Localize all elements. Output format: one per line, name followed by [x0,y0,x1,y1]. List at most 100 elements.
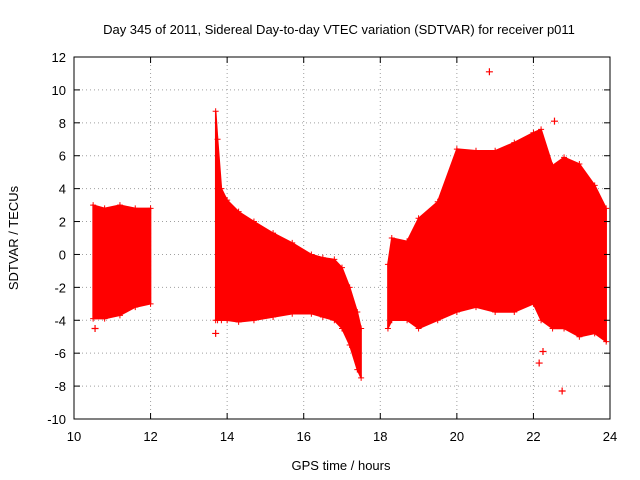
data-point [384,325,391,332]
data-point [250,317,257,324]
y-tick-label: -2 [54,280,66,295]
data-band [387,128,607,344]
data-point [346,341,353,348]
outlier-point [91,325,99,332]
data-point [101,205,108,212]
data-point [116,312,123,319]
data-point [591,330,598,337]
data-point [250,218,257,225]
data-point [404,238,411,245]
y-tick-label: 6 [59,149,66,164]
x-tick-label: 18 [373,429,387,444]
data-point [473,304,479,311]
x-axis-label: GPS time / hours [292,458,391,473]
data-point [358,325,365,332]
y-tick-label: -8 [54,379,66,394]
data-point [434,198,441,205]
outlier-point [558,387,566,395]
data-point [212,108,219,115]
data-bands [90,108,610,381]
data-point [308,310,315,317]
x-tick-label: 14 [220,429,234,444]
chart-title: Day 345 of 2011, Sidereal Day-to-day VTE… [103,22,575,37]
data-point [224,197,231,204]
data-point [308,251,315,258]
data-point [235,318,242,325]
x-tick-label: 10 [67,429,81,444]
data-point [224,317,231,324]
data-point [339,264,345,271]
data-point [576,333,583,340]
data-point [591,182,598,189]
outlier-point [539,348,547,356]
data-outliers [91,68,566,395]
data-point [415,215,422,222]
data-band [92,204,152,320]
data-point [603,338,610,345]
y-tick-label: 2 [59,215,66,230]
data-point [147,300,154,307]
y-tick-label: 10 [52,83,66,98]
data-point [331,256,338,263]
y-axis-ticks: -10 -8 -6 -4 -2 0 2 4 6 8 10 12 [47,50,610,427]
y-tick-label: 4 [59,182,66,197]
data-point [147,205,154,212]
x-axis-ticks: 10 12 14 16 18 20 22 24 [67,57,617,444]
data-point [116,202,123,209]
data-band [214,111,362,379]
data-point [453,309,460,316]
outlier-point [550,117,558,125]
data-point [530,300,537,307]
data-point [453,146,460,153]
data-point [101,315,108,322]
outlier-point [535,359,543,367]
data-point [132,304,139,311]
y-tick-label: -4 [54,313,66,328]
data-point [354,309,361,316]
plot-frame [73,56,611,420]
data-point [132,205,139,212]
data-point [358,374,365,381]
data-point [388,235,395,241]
x-tick-label: 20 [450,429,464,444]
x-tick-label: 24 [603,429,617,444]
data-point [289,239,296,246]
data-point [384,261,391,268]
x-tick-label: 12 [143,429,157,444]
data-point [235,208,242,215]
data-point [492,309,499,316]
outlier-point [212,329,220,337]
data-point [388,317,395,324]
outlier-point [485,68,493,76]
y-tick-label: -6 [54,346,66,361]
data-point [473,147,479,154]
data-point [415,325,422,332]
data-point [561,154,568,161]
data-point [354,366,361,373]
data-point [538,317,545,324]
data-point [218,185,225,192]
data-point [530,129,537,136]
data-point [270,230,277,237]
data-point [492,147,499,154]
data-point [214,136,221,143]
y-tick-label: -10 [47,412,66,427]
data-point [319,254,326,261]
y-tick-label: 8 [59,116,66,131]
x-tick-label: 22 [526,429,540,444]
data-point [549,325,556,332]
data-point [549,162,556,169]
data-point [603,205,610,212]
data-point [404,317,411,324]
data-point [90,202,97,209]
data-point [319,313,326,320]
data-point [218,317,225,324]
data-point [346,284,353,291]
data-point [511,309,518,316]
y-tick-label: 12 [52,50,66,65]
data-point [339,325,345,332]
data-point [511,139,518,146]
data-point [561,325,568,332]
x-tick-label: 16 [296,429,310,444]
